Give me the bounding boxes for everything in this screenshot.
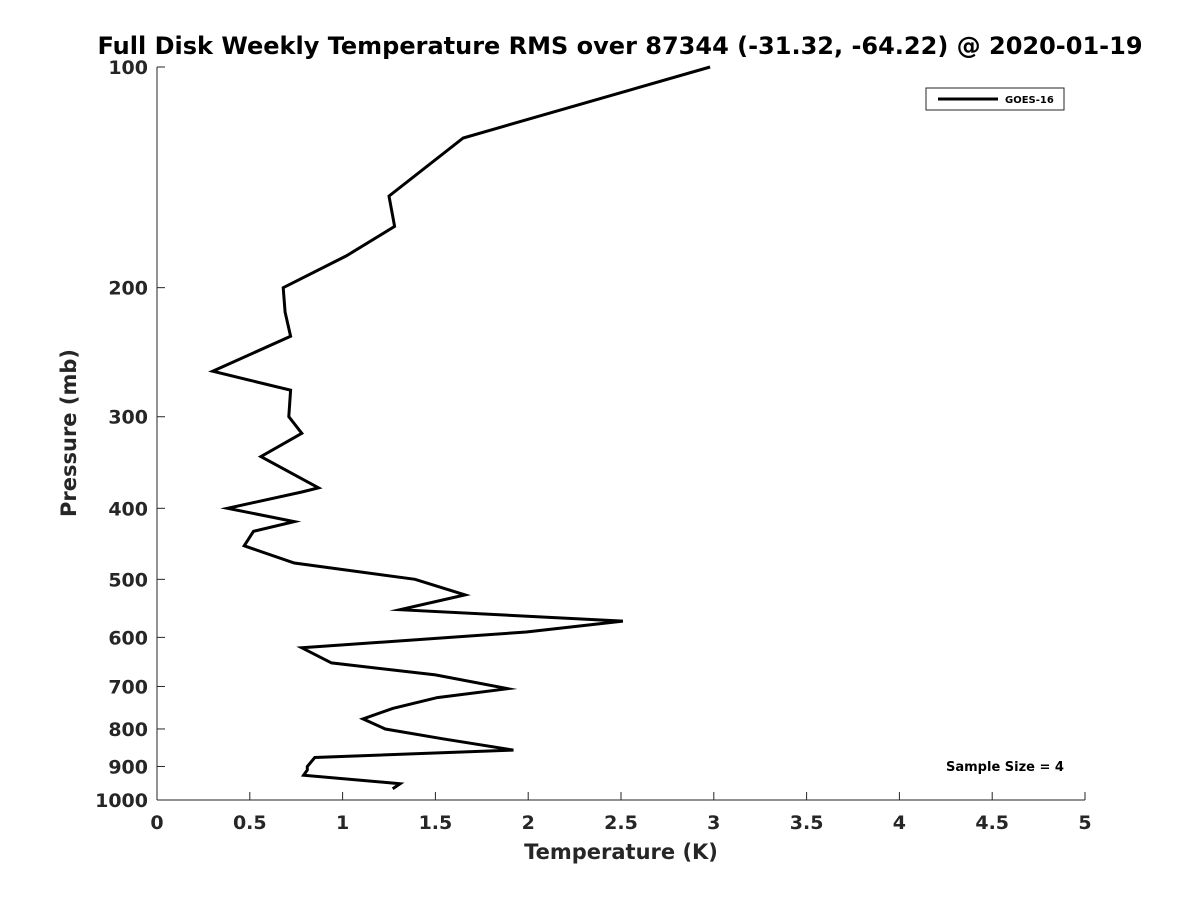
x-tick-label: 1 xyxy=(336,812,349,834)
series-group xyxy=(208,65,711,790)
chart-title: Full Disk Weekly Temperature RMS over 87… xyxy=(97,32,1142,60)
legend: GOES-16 xyxy=(925,87,1065,111)
y-axis-label: Pressure (mb) xyxy=(57,349,81,517)
x-tick-label: 2 xyxy=(522,812,535,834)
x-tick-label: 4.5 xyxy=(975,812,1009,834)
x-tick-label: 0 xyxy=(150,812,163,834)
x-axis-label: Temperature (K) xyxy=(524,840,718,864)
y-ticks: 100 200 300 400 500 600 700 800 900 1000 xyxy=(95,57,165,812)
y-tick-label: 900 xyxy=(108,756,148,778)
y-tick-label: 300 xyxy=(108,407,148,429)
series-line-goes-16 xyxy=(208,65,711,790)
x-tick-label: 4 xyxy=(893,812,906,834)
x-tick-label: 3 xyxy=(707,812,720,834)
y-tick-label: 100 xyxy=(108,57,148,79)
x-ticks: 0 0.5 1 1.5 2 2.5 3 3.5 4 4.5 5 xyxy=(150,792,1092,834)
x-tick-label: 2.5 xyxy=(604,812,638,834)
y-tick-label: 600 xyxy=(108,627,148,649)
legend-label: GOES-16 xyxy=(1005,95,1054,106)
y-tick-label: 200 xyxy=(108,278,148,300)
x-tick-label: 1.5 xyxy=(419,812,453,834)
y-tick-label: 700 xyxy=(108,676,148,698)
y-tick-label: 800 xyxy=(108,719,148,741)
sample-size-annotation: Sample Size = 4 xyxy=(946,760,1064,775)
x-tick-label: 5 xyxy=(1078,812,1091,834)
y-tick-label: 1000 xyxy=(95,790,148,812)
axes xyxy=(156,67,1085,801)
x-tick-label: 0.5 xyxy=(233,812,267,834)
y-tick-label: 500 xyxy=(108,569,148,591)
x-tick-label: 3.5 xyxy=(790,812,824,834)
y-tick-label: 400 xyxy=(108,498,148,520)
